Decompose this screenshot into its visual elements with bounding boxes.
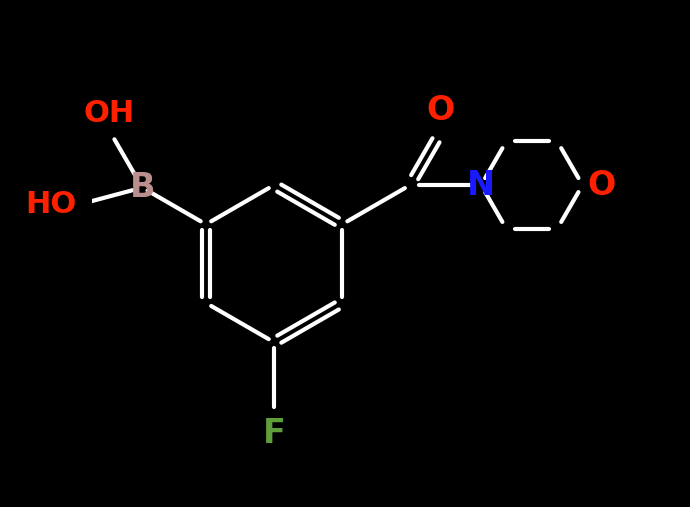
Text: OH: OH bbox=[83, 99, 135, 128]
Text: F: F bbox=[263, 417, 286, 450]
Text: N: N bbox=[467, 168, 495, 202]
Text: O: O bbox=[588, 168, 616, 202]
Text: HO: HO bbox=[25, 190, 76, 219]
Text: B: B bbox=[130, 171, 155, 204]
Text: O: O bbox=[426, 94, 455, 127]
